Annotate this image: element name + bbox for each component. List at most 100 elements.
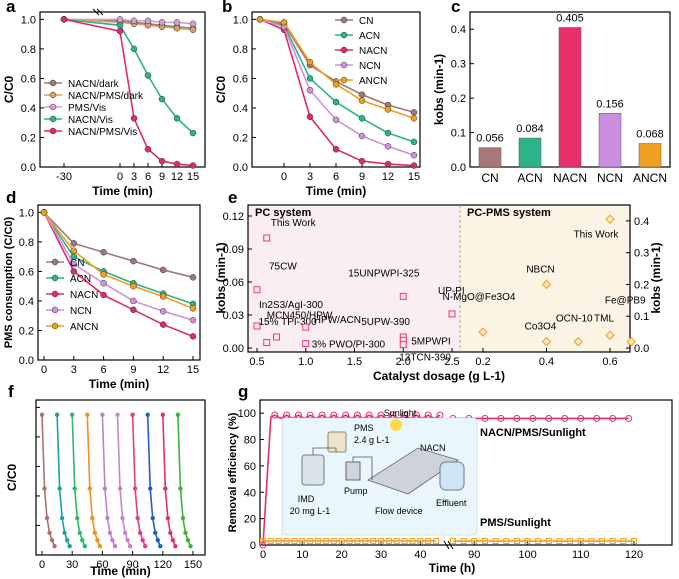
panel-d-x-tick-label: 15	[187, 364, 199, 376]
panel-b-series-line	[259, 18, 415, 114]
panel-f-x-tick-label: 150	[184, 559, 202, 571]
panel-d-data-point	[130, 257, 137, 265]
panel-d-series-line	[43, 211, 194, 279]
panel-f-data-point	[75, 515, 80, 521]
panel-e-y-left-tick-label: 0.09	[223, 244, 244, 256]
panel-g-data-point	[497, 414, 505, 422]
panel-f-data-point	[105, 515, 110, 521]
panel-e-pms-point	[605, 330, 615, 340]
inset-tube	[312, 447, 337, 455]
panel-g-data-point	[322, 538, 329, 545]
panel-f-data-point	[165, 515, 171, 521]
panel-d-data-point	[70, 260, 78, 268]
panel-e-x-tick-label: 2.5	[444, 356, 459, 368]
panel-a-data-point	[173, 160, 181, 168]
panel-g-data-point	[588, 538, 595, 545]
panel-b-data-point	[410, 162, 418, 169]
panel-f-data-point	[70, 412, 75, 417]
panel-e-pc-point-label: HPW/ACN	[314, 315, 361, 326]
panel-e-y-left-tick-label: 0.12	[223, 211, 244, 223]
panel-f-data-point	[44, 515, 50, 521]
pms-bottle-icon	[327, 431, 347, 453]
panel-g-data-point	[524, 538, 531, 545]
panel-g-y-tick-label: 0	[250, 540, 256, 552]
panel-c-y-tick-label: 0.2	[451, 93, 466, 105]
panel-b-legend-label: CN	[359, 16, 373, 27]
panel-c-x-tick-label: CN	[481, 171, 498, 185]
panel-f-data-point	[77, 530, 82, 536]
legend-marker	[340, 16, 348, 24]
panel-f-data-point	[153, 530, 158, 536]
panel-d-series-line	[43, 211, 194, 305]
legend-marker	[51, 274, 59, 282]
panel-a-y-label: C/C0	[2, 76, 16, 104]
panel-g-y-label: Removal efficiency (%)	[227, 412, 239, 532]
panel-a-x-tick-label: -30	[56, 171, 72, 183]
panel-f-data-point	[130, 412, 135, 417]
panel-f-data-point	[137, 530, 143, 536]
panel-g-x-tick-label: 10	[296, 549, 308, 561]
legend-marker	[340, 46, 348, 54]
panel-a-data-point	[60, 16, 68, 23]
panel-f-data-point	[47, 530, 52, 536]
panel-g-data-point	[393, 538, 400, 545]
panel-g-data-point	[283, 538, 290, 545]
panel-a-data-point	[116, 27, 124, 35]
panel-g-data-point	[556, 538, 563, 545]
legend-marker	[49, 127, 57, 135]
panel-f-data-point	[67, 543, 72, 549]
panel-g-data-point	[291, 538, 298, 545]
panel-b-x-tick-label: 6	[333, 171, 339, 183]
panel-e-pc-point	[273, 333, 280, 341]
panel-g-data-point	[378, 538, 384, 545]
panel-f-data-point	[102, 486, 108, 491]
panel-f-data-point	[173, 543, 178, 549]
panel-a-data-point	[189, 129, 197, 137]
pump-icon	[345, 461, 361, 481]
panel-a-x-tick-label: 12	[171, 171, 183, 183]
panel-b-data-point	[358, 97, 366, 104]
panel-g-data-point	[271, 411, 279, 419]
panel-f-data-point	[57, 486, 62, 491]
panel-b-x-tick-label: 9	[359, 171, 365, 183]
legend-marker	[51, 306, 59, 314]
panel-g-data-point	[433, 538, 440, 545]
panel-e-pms-point-label: TML	[594, 313, 614, 324]
panel-g-x-tick-label: 0	[260, 549, 266, 561]
panel-g-y-tick-label: 80	[244, 435, 256, 447]
panel-e-pms-point-label: Fe@PB9	[605, 296, 646, 307]
panel-g-data-point	[354, 538, 361, 545]
panel-b-data-point	[306, 75, 314, 82]
panel-b-data-point	[332, 146, 340, 153]
panel-d-legend-label: ANCN	[70, 322, 98, 333]
panel-a-legend-label: NACN/PMS/dark	[68, 91, 144, 102]
panel-g-data-point	[315, 538, 322, 545]
panel-f-data-point	[97, 543, 103, 549]
panel-g-data-point	[330, 538, 337, 545]
panel-a-x-tick-label: 3	[131, 171, 137, 183]
panel-b-y-label: C/C0	[214, 76, 228, 104]
panel-a-data-point	[144, 17, 152, 25]
panel-b-y-tick-label: 0.4	[233, 103, 248, 115]
panel-e-pc-point-label: 13TCN-390	[399, 353, 451, 364]
panel-b-x-label: Time (min)	[306, 184, 366, 198]
panel-d-data-point	[130, 297, 137, 305]
panel-letter-a: a	[6, 0, 16, 16]
panel-d-y-tick-label: 0.2	[19, 325, 34, 337]
panel-d-legend-label: NACN	[70, 290, 98, 301]
panel-c-data-label: 0.056	[476, 133, 504, 145]
panel-d-data-point	[70, 268, 78, 275]
panel-d-data-point	[130, 282, 137, 290]
panel-c-data-label: 0.068	[636, 129, 664, 141]
panel-e-pc-point	[263, 339, 271, 346]
panel-g-inset-label: Sunlight	[384, 408, 417, 418]
panel-d-y-tick-label: 0.8	[19, 237, 34, 249]
panel-b-legend-label: ANCN	[359, 76, 387, 87]
panel-g-data-point	[259, 541, 267, 549]
panel-b-data-point	[384, 106, 392, 113]
panel-e-pc-point	[253, 286, 261, 294]
panel-d-y-tick-label: 0.6	[19, 266, 34, 278]
panel-d-data-point	[159, 308, 167, 315]
panel-b-legend-label: NCN	[359, 61, 381, 72]
panel-d-x-tick-label: 6	[101, 364, 107, 376]
